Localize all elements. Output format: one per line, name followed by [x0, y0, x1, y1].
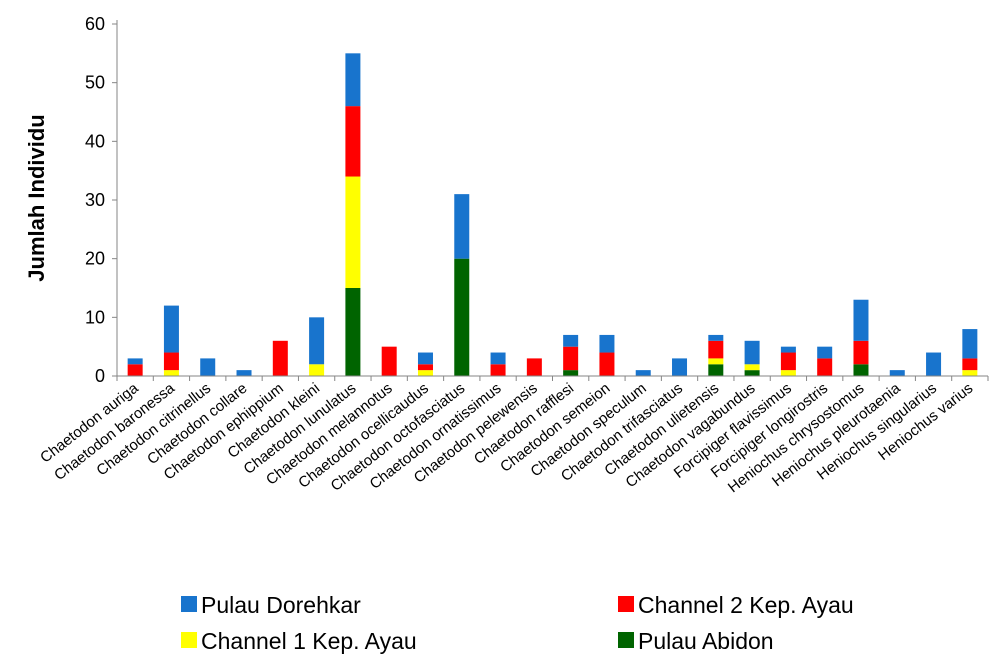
bar-segment-3-20 — [853, 299, 869, 341]
bar-segment-0-6 — [345, 288, 361, 376]
bar-segment-2-23 — [962, 358, 978, 371]
bar-segment-0-16 — [708, 364, 724, 376]
bar-segment-2-4 — [272, 340, 288, 376]
bar-segment-3-8 — [417, 352, 433, 365]
bar-segment-3-18 — [780, 346, 796, 353]
bar-segment-3-12 — [563, 334, 579, 347]
legend-swatch — [618, 596, 634, 612]
bar-segment-3-9 — [454, 194, 470, 259]
legend-label: Channel 1 Kep. Ayau — [201, 628, 417, 654]
bar-segment-2-6 — [345, 106, 361, 177]
y-tick-label: 60 — [85, 14, 105, 34]
bar-segment-2-18 — [780, 352, 796, 371]
bar-segment-1-23 — [962, 370, 978, 376]
y-tick-label: 10 — [85, 307, 105, 327]
bar-segment-2-10 — [490, 364, 506, 376]
bar-segment-3-5 — [309, 317, 325, 365]
y-tick-label: 0 — [95, 366, 105, 386]
bar-segment-2-12 — [563, 346, 579, 371]
bar-segment-3-0 — [127, 358, 143, 365]
bar-segment-3-21 — [889, 370, 905, 376]
bar-segment-3-13 — [599, 334, 615, 353]
bar-segment-3-22 — [926, 352, 942, 376]
bar-segment-2-13 — [599, 352, 615, 376]
bar-segment-3-16 — [708, 334, 724, 341]
bar-segment-1-6 — [345, 176, 361, 288]
bar-segment-1-17 — [744, 364, 760, 371]
y-tick-label: 20 — [85, 249, 105, 269]
bar-segment-3-14 — [635, 370, 651, 376]
bars-group — [127, 53, 978, 376]
bar-segment-0-17 — [744, 370, 760, 376]
bar-segment-2-20 — [853, 340, 869, 365]
bar-segment-1-5 — [309, 364, 325, 376]
bar-segment-0-12 — [563, 370, 579, 376]
bar-segment-2-1 — [163, 352, 179, 371]
bar-segment-3-2 — [200, 358, 216, 376]
bar-segment-3-17 — [744, 340, 760, 365]
legend-swatch — [181, 596, 197, 612]
y-axis-title: Jumlah Individu — [24, 114, 49, 281]
legend-label: Channel 2 Kep. Ayau — [638, 592, 854, 618]
y-axis-label: Jumlah Individu — [24, 114, 49, 281]
bar-segment-3-10 — [490, 352, 506, 365]
legend-label: Pulau Dorehkar — [201, 592, 361, 618]
y-tick-label: 50 — [85, 73, 105, 93]
legend: Pulau Dorehkar Channel 2 Kep. Ayau Channel… — [181, 592, 854, 654]
bar-segment-1-8 — [417, 370, 433, 376]
y-tick-label: 40 — [85, 131, 105, 151]
bar-segment-0-20 — [853, 364, 869, 376]
bar-segment-3-19 — [817, 346, 833, 359]
bar-segment-1-18 — [780, 370, 796, 376]
legend-swatch — [181, 632, 197, 648]
bar-segment-2-16 — [708, 340, 724, 359]
axes-group — [116, 20, 989, 381]
bar-segment-3-23 — [962, 329, 978, 359]
bar-segment-2-11 — [526, 358, 542, 376]
bar-segment-2-7 — [381, 346, 397, 376]
bar-segment-2-19 — [817, 358, 833, 376]
bar-segment-3-1 — [163, 305, 179, 353]
y-ticks-group: 0 10 20 30 40 50 60 — [85, 14, 117, 386]
bar-segment-0-9 — [454, 258, 470, 376]
bar-segment-2-8 — [417, 364, 433, 371]
bar-segment-1-16 — [708, 358, 724, 365]
legend-label: Pulau Abidon — [638, 628, 774, 654]
y-tick-label: 30 — [85, 190, 105, 210]
legend-swatch — [618, 632, 634, 648]
bar-segment-3-15 — [672, 358, 688, 376]
bar-segment-3-6 — [345, 53, 361, 107]
bar-segment-2-0 — [127, 364, 143, 376]
bar-segment-1-1 — [163, 370, 179, 376]
bar-segment-3-3 — [236, 370, 252, 376]
